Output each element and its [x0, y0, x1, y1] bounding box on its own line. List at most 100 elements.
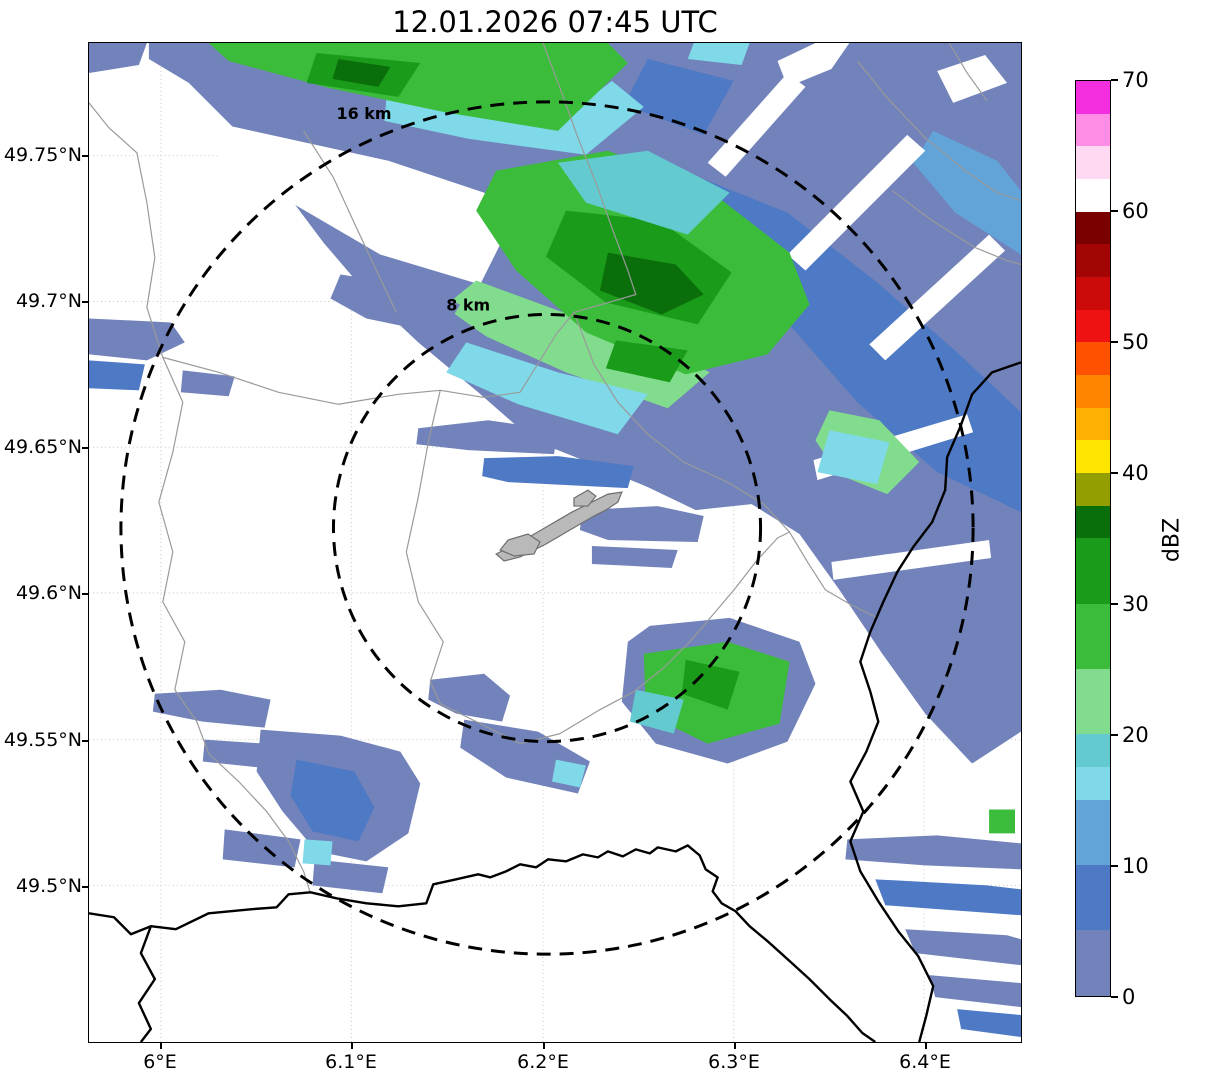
admin-boundary-line — [519, 312, 575, 393]
radar-echo-mgreen — [681, 659, 740, 710]
x-tick-mark — [351, 1043, 353, 1049]
colorbar-tick-label: 20 — [1122, 723, 1149, 747]
range-ring-16km — [119, 100, 975, 956]
radar-echo-cyan — [552, 759, 586, 788]
colorbar-tick-label: 30 — [1122, 592, 1149, 616]
radar-echo-cyan2 — [557, 150, 730, 235]
echo-gap — [777, 43, 850, 87]
y-tick-label: 49.55°N — [3, 729, 82, 751]
radar-echo-dgreen — [332, 58, 391, 87]
radar-echo-blue — [875, 879, 1021, 916]
radar-echo-slate — [89, 318, 185, 361]
x-tick-label: 6°E — [143, 1051, 177, 1073]
colorbar-segment-67.5-70dBZ — [1076, 81, 1110, 114]
y-tick-mark — [82, 740, 88, 742]
radar-echo-slate — [180, 370, 235, 397]
admin-boundary-line — [948, 43, 988, 102]
radar-echo-slate — [416, 420, 558, 455]
colorbar-tick-mark — [1111, 996, 1118, 998]
country-border-line — [89, 844, 876, 1042]
colorbar-segment-40-42.5dBZ — [1076, 440, 1110, 474]
colorbar-tick-mark — [1111, 603, 1118, 605]
colorbar-tick-label: 70 — [1122, 68, 1149, 92]
admin-boundary-line — [89, 102, 210, 754]
admin-boundary-line — [891, 190, 1021, 266]
x-tick-mark — [543, 1043, 545, 1049]
echo-gap — [869, 234, 1006, 361]
colorbar-tick-mark — [1111, 341, 1118, 343]
echo-gap — [196, 120, 521, 285]
map-plot-area: 8 km 16 km — [88, 42, 1022, 1043]
radar-echo-slate — [202, 739, 265, 768]
y-tick-label: 49.65°N — [3, 436, 82, 458]
y-tick-label: 49.5°N — [15, 875, 82, 897]
range-ring-label: 8 km — [446, 295, 490, 314]
colorbar-segment-37.5-40dBZ — [1076, 473, 1110, 506]
colorbar-segment-47.5-50dBZ — [1076, 342, 1110, 376]
airport-outline — [573, 489, 597, 507]
colorbar-segment-15-17.5dBZ — [1076, 767, 1110, 800]
admin-boundary-line — [542, 43, 637, 314]
radar-echo-blue — [482, 456, 634, 489]
colorbar-segment-50-52.5dBZ — [1076, 309, 1110, 343]
plot-title: 12.01.2026 07:45 UTC — [392, 5, 718, 39]
colorbar-segment-55-57.5dBZ — [1076, 244, 1110, 278]
radar-echo-slate — [428, 673, 511, 722]
radar-echo-slate — [330, 274, 461, 335]
colorbar-segment-10-15dBZ — [1076, 799, 1110, 866]
colorbar-segment-57.5-60dBZ — [1076, 211, 1110, 245]
radar-echo-slate — [905, 929, 1021, 966]
admin-boundary-line — [856, 60, 1021, 202]
admin-boundary-line — [573, 312, 878, 619]
colorbar-tick-mark — [1111, 734, 1118, 736]
radar-echo-slate — [222, 829, 301, 868]
radar-echo-slate — [152, 689, 271, 728]
x-tick-label: 6.3°E — [708, 1051, 760, 1073]
y-tick-mark — [82, 301, 88, 303]
airport-outline — [499, 533, 541, 557]
y-tick-label: 49.7°N — [15, 290, 82, 312]
x-tick-mark — [734, 1043, 736, 1049]
echo-gap — [707, 72, 806, 177]
country-border-line — [849, 361, 1021, 1042]
colorbar-segment-65-67.5dBZ — [1076, 113, 1110, 147]
x-tick-mark — [925, 1043, 927, 1049]
radar-echo-slate — [89, 43, 147, 73]
radar-echo-blue — [623, 58, 734, 135]
y-tick-mark — [82, 155, 88, 157]
country-border-line — [137, 925, 157, 1042]
radar-echo-slate — [579, 506, 704, 543]
colorbar-segment-0-5dBZ — [1076, 930, 1110, 996]
admin-boundary-line — [405, 390, 444, 704]
y-tick-mark — [82, 886, 88, 888]
range-ring-8km — [331, 312, 763, 744]
radar-echo-slate — [929, 975, 1021, 1008]
x-tick-label: 6.2°E — [517, 1051, 569, 1073]
colorbar-tick-label: 60 — [1122, 199, 1149, 223]
radar-echo-slate — [312, 859, 389, 894]
radar-echo-dgreen — [599, 252, 704, 315]
colorbar-segment-42.5-45dBZ — [1076, 407, 1110, 441]
radar-echo-slate — [845, 835, 1021, 870]
colorbar-tick-label: 10 — [1122, 854, 1149, 878]
colorbar-segment-45-47.5dBZ — [1076, 375, 1110, 408]
colorbar-segment-35-37.5dBZ — [1076, 505, 1110, 539]
y-tick-mark — [82, 447, 88, 449]
colorbar-tick-mark — [1111, 472, 1118, 474]
colorbar-segment-30-35dBZ — [1076, 538, 1110, 604]
colorbar-tick-mark — [1111, 79, 1118, 81]
colorbar-label: dBZ — [1159, 517, 1185, 563]
x-tick-label: 6.1°E — [325, 1051, 377, 1073]
y-tick-mark — [82, 593, 88, 595]
x-tick-mark — [160, 1043, 162, 1049]
radar-echo-blue — [290, 759, 375, 842]
admin-boundary-line — [439, 531, 790, 745]
colorbar-segment-60-62.5dBZ — [1076, 179, 1110, 212]
colorbar-segment-17.5-20dBZ — [1076, 734, 1110, 768]
admin-boundary-line — [303, 130, 397, 313]
admin-boundary-line — [162, 356, 521, 405]
colorbar-segment-5-10dBZ — [1076, 865, 1110, 931]
colorbar-tick-mark — [1111, 210, 1118, 212]
colorbar-tick-label: 40 — [1122, 461, 1149, 485]
